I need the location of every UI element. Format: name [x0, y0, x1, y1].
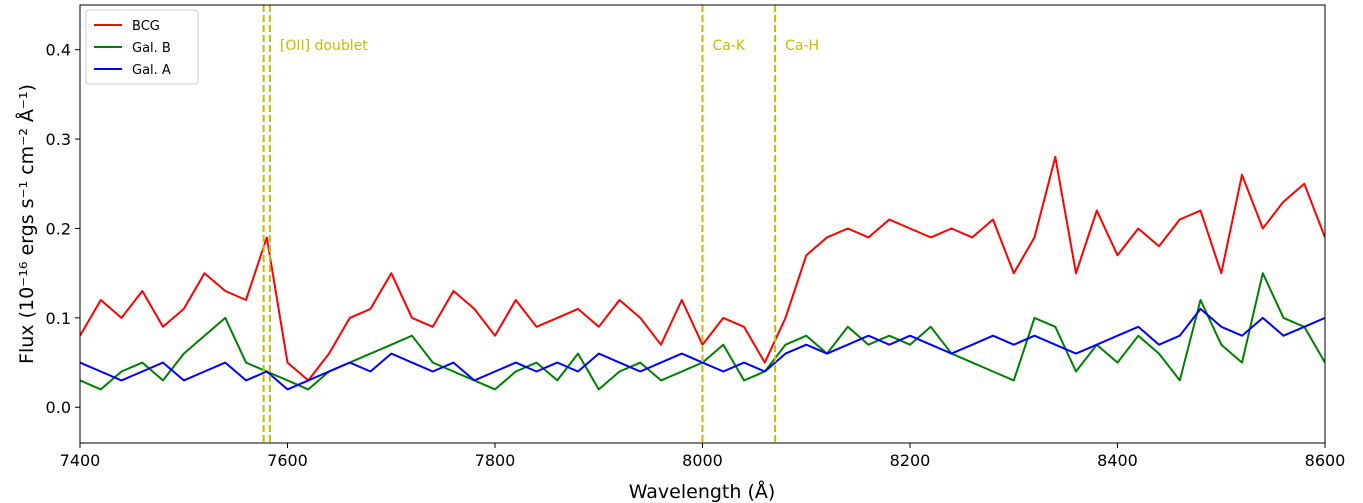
series-line: [80, 156, 1325, 382]
x-tick-label: 8000: [682, 451, 723, 470]
x-tick-label: 7800: [475, 451, 516, 470]
legend-box: [85, 9, 199, 85]
y-tick-label: 0.0: [46, 398, 71, 417]
annotation: [OII] doublet: [280, 38, 368, 54]
legend-label: Gal. A: [132, 63, 171, 78]
x-axis-label: Wavelength (Å): [629, 480, 776, 503]
series-line: [80, 307, 1325, 391]
y-axis-label: Flux (10⁻¹⁶ ergs s⁻¹ cm⁻² Å⁻¹): [15, 84, 38, 364]
legend-label: Gal. B: [132, 41, 171, 56]
x-tick-label: 7400: [60, 451, 101, 470]
x-tick-label: 8400: [1097, 451, 1138, 470]
x-tick-label: 7600: [267, 451, 308, 470]
x-tick-label: 8600: [1305, 451, 1346, 470]
annotation: Ca-K: [713, 38, 746, 54]
y-tick-label: 0.4: [46, 41, 71, 60]
annotation: Ca-H: [785, 38, 819, 54]
legend-label: BCG: [132, 19, 160, 34]
y-tick-label: 0.1: [46, 309, 71, 328]
plot-area: [80, 5, 1325, 443]
y-tick-label: 0.2: [46, 219, 71, 238]
y-tick-label: 0.3: [46, 130, 71, 149]
x-tick-label: 8200: [890, 451, 931, 470]
